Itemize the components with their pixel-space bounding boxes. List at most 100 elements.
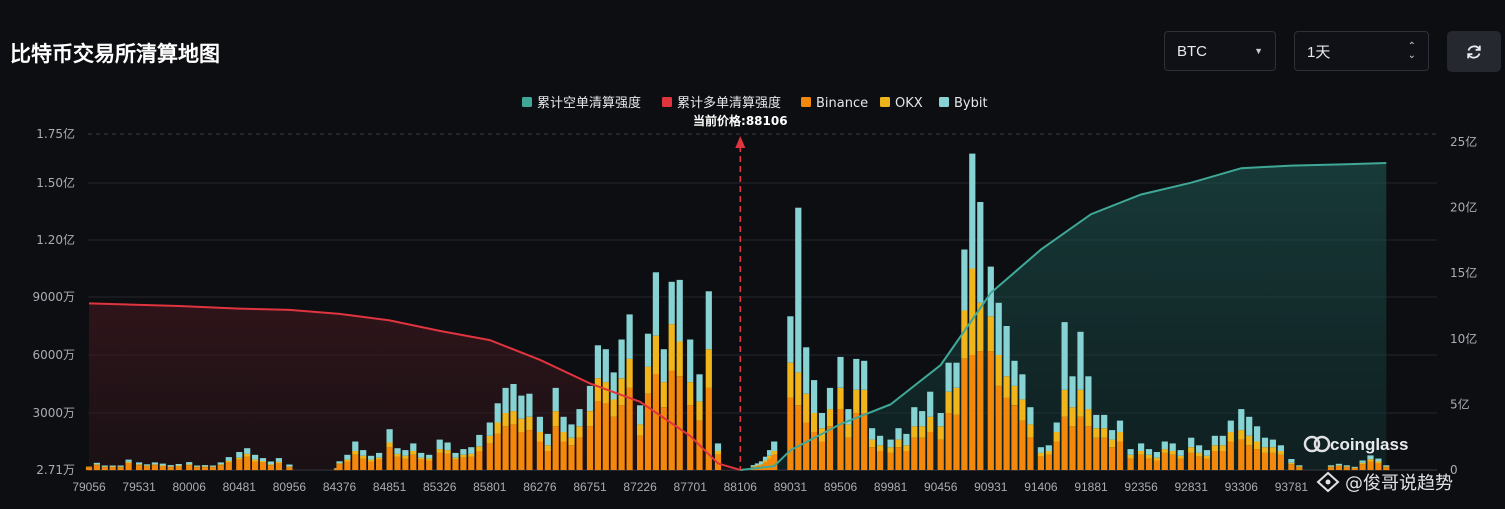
bar-binance	[995, 385, 1002, 470]
bar-stack	[795, 207, 802, 471]
bar-okx	[217, 464, 224, 466]
bar-binance	[1085, 426, 1092, 470]
bar-okx	[911, 426, 918, 438]
bar-okx	[1127, 454, 1134, 459]
bar-binance	[136, 465, 143, 471]
bar-stack	[560, 416, 567, 470]
bar-stack	[418, 452, 425, 471]
bar-okx	[1383, 466, 1390, 468]
x-tick-label: 89031	[774, 480, 808, 494]
bar-stack	[526, 393, 533, 470]
range-select[interactable]: 1天 ⌃ ⌄	[1294, 31, 1429, 71]
bar-bybit	[1296, 465, 1303, 467]
bar-okx	[418, 457, 425, 460]
bar-stack	[402, 450, 409, 470]
coin-select[interactable]: BTC ▼	[1164, 31, 1276, 71]
bar-stack	[1288, 459, 1295, 470]
bar-binance	[1061, 416, 1068, 470]
bar-binance	[352, 454, 359, 470]
y-left-tick-label: 3000万	[32, 406, 75, 420]
bar-binance	[1019, 420, 1026, 470]
legend-item: 累计多单清算强度	[662, 95, 781, 111]
bar-okx	[536, 432, 543, 442]
bar-bybit	[887, 439, 894, 448]
bar-okx	[444, 450, 451, 454]
bar-bybit	[610, 372, 617, 400]
bar-stack	[1153, 452, 1160, 470]
bar-bybit	[209, 465, 216, 467]
x-tick-label: 79531	[122, 480, 156, 494]
bar-binance	[1375, 463, 1382, 471]
x-tick-label: 93306	[1225, 480, 1259, 494]
bar-stack	[977, 202, 984, 470]
bar-stack	[510, 384, 517, 470]
bar-bybit	[1359, 460, 1366, 463]
bar-okx	[209, 466, 216, 468]
bar-okx	[452, 457, 459, 460]
bar-okx	[1161, 449, 1168, 453]
bar-bybit	[1343, 465, 1350, 467]
bar-stack	[626, 314, 633, 471]
bar-bybit	[368, 455, 375, 460]
bar-binance	[1109, 447, 1116, 470]
bar-binance	[502, 426, 509, 470]
short-cumulative-line	[740, 162, 1387, 471]
bar-okx	[186, 464, 193, 466]
y-right-tick-label: 25亿	[1450, 134, 1477, 149]
bar-bybit	[977, 202, 984, 303]
bar-stack	[1343, 465, 1350, 471]
legend-label: 累计多单清算强度	[677, 95, 781, 111]
bar-binance	[687, 405, 694, 471]
bar-bybit	[762, 456, 770, 461]
bar-stack	[696, 374, 703, 470]
bar-bybit	[1085, 376, 1092, 410]
bar-binance	[175, 466, 182, 470]
x-tick-label: 85326	[423, 480, 457, 494]
bar-bybit	[518, 395, 525, 419]
bar-stack	[869, 428, 876, 470]
legend-swatch	[939, 97, 949, 107]
bar-binance	[476, 451, 483, 470]
bar-okx	[109, 466, 116, 468]
bar-binance	[676, 376, 683, 471]
refresh-button[interactable]	[1447, 31, 1501, 72]
bar-bybit	[1116, 420, 1124, 432]
bar-binance	[767, 458, 774, 470]
legend-swatch	[880, 97, 890, 107]
bar-bybit	[969, 153, 976, 269]
bar-okx	[602, 382, 609, 404]
bar-okx	[1188, 447, 1195, 453]
bar-okx	[436, 449, 443, 453]
bar-binance	[811, 432, 818, 470]
bar-bybit	[637, 405, 644, 425]
bar-binance	[1269, 452, 1276, 470]
bar-binance	[1169, 454, 1176, 470]
bar-binance	[225, 462, 232, 470]
bar-bybit	[101, 465, 108, 467]
bar-binance	[159, 466, 166, 470]
bar-stack	[552, 387, 559, 470]
x-tick-label: 80006	[173, 480, 207, 494]
bar-bybit	[544, 433, 551, 446]
bar-bybit	[1219, 435, 1226, 446]
bar-okx	[1375, 461, 1382, 464]
bar-stack	[969, 153, 976, 471]
bar-bybit	[945, 362, 952, 392]
bar-binance	[217, 465, 224, 471]
bar-binance	[887, 452, 894, 470]
bar-okx	[762, 460, 770, 463]
bar-bybit	[259, 458, 267, 461]
bar-okx	[368, 459, 375, 462]
bar-bybit	[987, 266, 994, 317]
bar-okx	[803, 393, 810, 423]
bar-okx	[259, 460, 267, 463]
bar-okx	[1335, 465, 1342, 467]
bar-bybit	[1153, 452, 1160, 458]
bar-binance	[895, 447, 902, 470]
cumulative-areas	[89, 163, 1387, 470]
bar-binance	[961, 358, 968, 471]
bar-binance	[1161, 452, 1168, 470]
bar-bybit	[1061, 322, 1068, 390]
y-left-tick-label: 6000万	[32, 348, 75, 362]
bar-binance	[1077, 416, 1084, 470]
